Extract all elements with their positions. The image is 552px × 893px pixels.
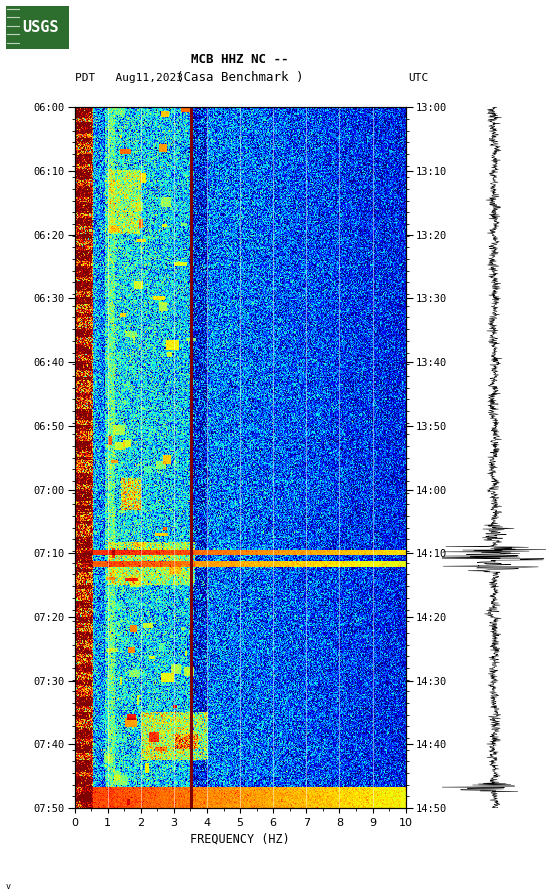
- Text: MCB HHZ NC --: MCB HHZ NC --: [192, 54, 289, 66]
- X-axis label: FREQUENCY (HZ): FREQUENCY (HZ): [190, 832, 290, 845]
- Text: USGS: USGS: [22, 21, 59, 35]
- Text: (Casa Benchmark ): (Casa Benchmark ): [177, 71, 304, 84]
- Text: v: v: [6, 881, 10, 890]
- Text: PDT   Aug11,2023: PDT Aug11,2023: [75, 72, 183, 83]
- Text: UTC: UTC: [408, 72, 429, 83]
